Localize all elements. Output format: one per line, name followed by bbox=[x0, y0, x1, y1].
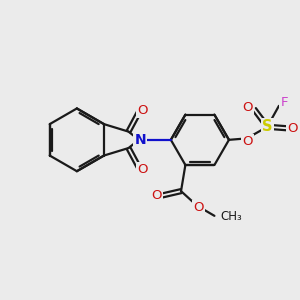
Text: O: O bbox=[152, 189, 162, 202]
Text: O: O bbox=[243, 100, 253, 113]
Text: O: O bbox=[137, 163, 147, 176]
Text: N: N bbox=[134, 133, 146, 147]
Text: O: O bbox=[287, 122, 298, 135]
Text: CH₃: CH₃ bbox=[221, 210, 243, 223]
Text: O: O bbox=[137, 104, 147, 117]
Text: O: O bbox=[193, 201, 204, 214]
Text: F: F bbox=[280, 96, 288, 110]
Text: O: O bbox=[242, 135, 253, 148]
Text: S: S bbox=[262, 119, 273, 134]
